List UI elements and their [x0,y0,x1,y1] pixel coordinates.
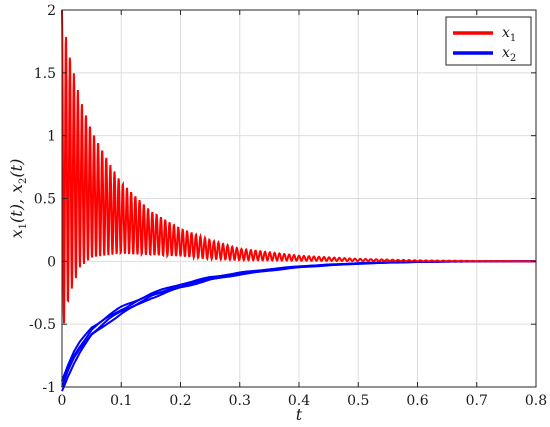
y-tick-label: 0 [47,254,56,270]
y-label-x1: x [7,229,26,238]
series-x1-line [61,9,536,324]
y-tick-label: 1 [47,129,56,145]
legend-label-x1: x1 [502,25,516,44]
y-tick-label: 1.5 [34,66,56,82]
x-tick-label: 0.7 [466,393,488,409]
y-label-x2: x [7,184,26,193]
y-tick-label: 2 [47,3,56,19]
x-tick-label: 0.5 [347,393,369,409]
y-label-x2-sub: 2 [18,178,29,184]
legend-box [445,16,532,66]
x-tick-label: 0.1 [110,393,132,409]
y-tick-label: -0.5 [29,317,56,333]
x-tick-label: 0.3 [229,393,251,409]
x-axis-label: t [296,405,303,424]
x-tick-label: 0.4 [288,393,310,409]
x-tick-label: 0 [58,393,67,409]
y-label-x1-arg: (t), [7,199,26,223]
y-tick-label: -1 [42,380,56,396]
y-label-x1-sub: 1 [18,223,29,229]
y-label-x2-arg: (t) [7,159,26,178]
plot-series [61,9,537,392]
x-tick-label: 0.8 [525,393,547,409]
legend-label-x2: x2 [502,45,516,64]
x-tick-label: 0.2 [169,393,191,409]
x-tick-label: 0.6 [406,393,428,409]
y-axis-label: x1(t),x2(t) [7,159,29,239]
tick-marks [61,9,537,388]
legend: x1 x2 [445,16,532,66]
y-tick-label: 0.5 [34,192,56,208]
tick-labels: 0 0.1 0.2 0.3 0.4 0.5 0.6 0.7 0.8 -1 -0.5 0 0.5 1 1.5 2 [29,3,547,409]
